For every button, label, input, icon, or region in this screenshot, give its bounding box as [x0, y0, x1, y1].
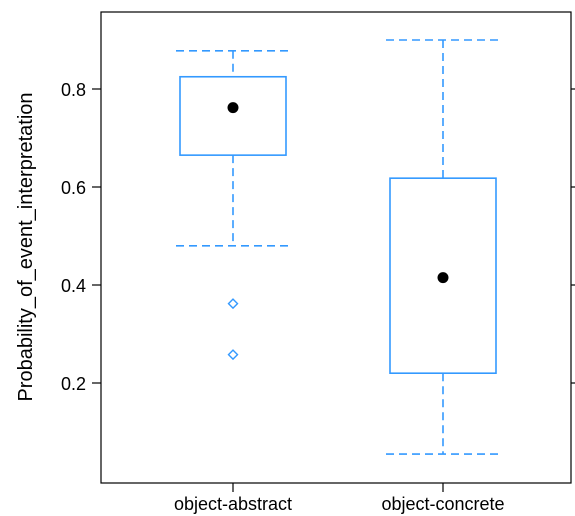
- y-axis-label: Probability_of_event_interpretation: [15, 92, 37, 401]
- plot-frame: [100, 11, 572, 484]
- y-tick-label: 0.8: [61, 80, 86, 100]
- median-dot: [227, 102, 239, 114]
- outlier-point: [227, 298, 239, 310]
- boxes: [176, 39, 500, 455]
- y-tick-label: 0.2: [61, 374, 86, 394]
- y-tick-label: 0.4: [61, 276, 86, 296]
- x-axis: object-abstract object-concrete: [174, 483, 505, 514]
- y-tick-label: 0.6: [61, 178, 86, 198]
- iqr-box: [179, 75, 287, 156]
- median-dot: [437, 272, 449, 284]
- x-tick-label: object-concrete: [381, 494, 504, 514]
- x-tick-label: object-abstract: [174, 494, 292, 514]
- y-axis: 0.2 0.4 0.6 0.8: [61, 80, 575, 394]
- outlier-point: [227, 349, 239, 361]
